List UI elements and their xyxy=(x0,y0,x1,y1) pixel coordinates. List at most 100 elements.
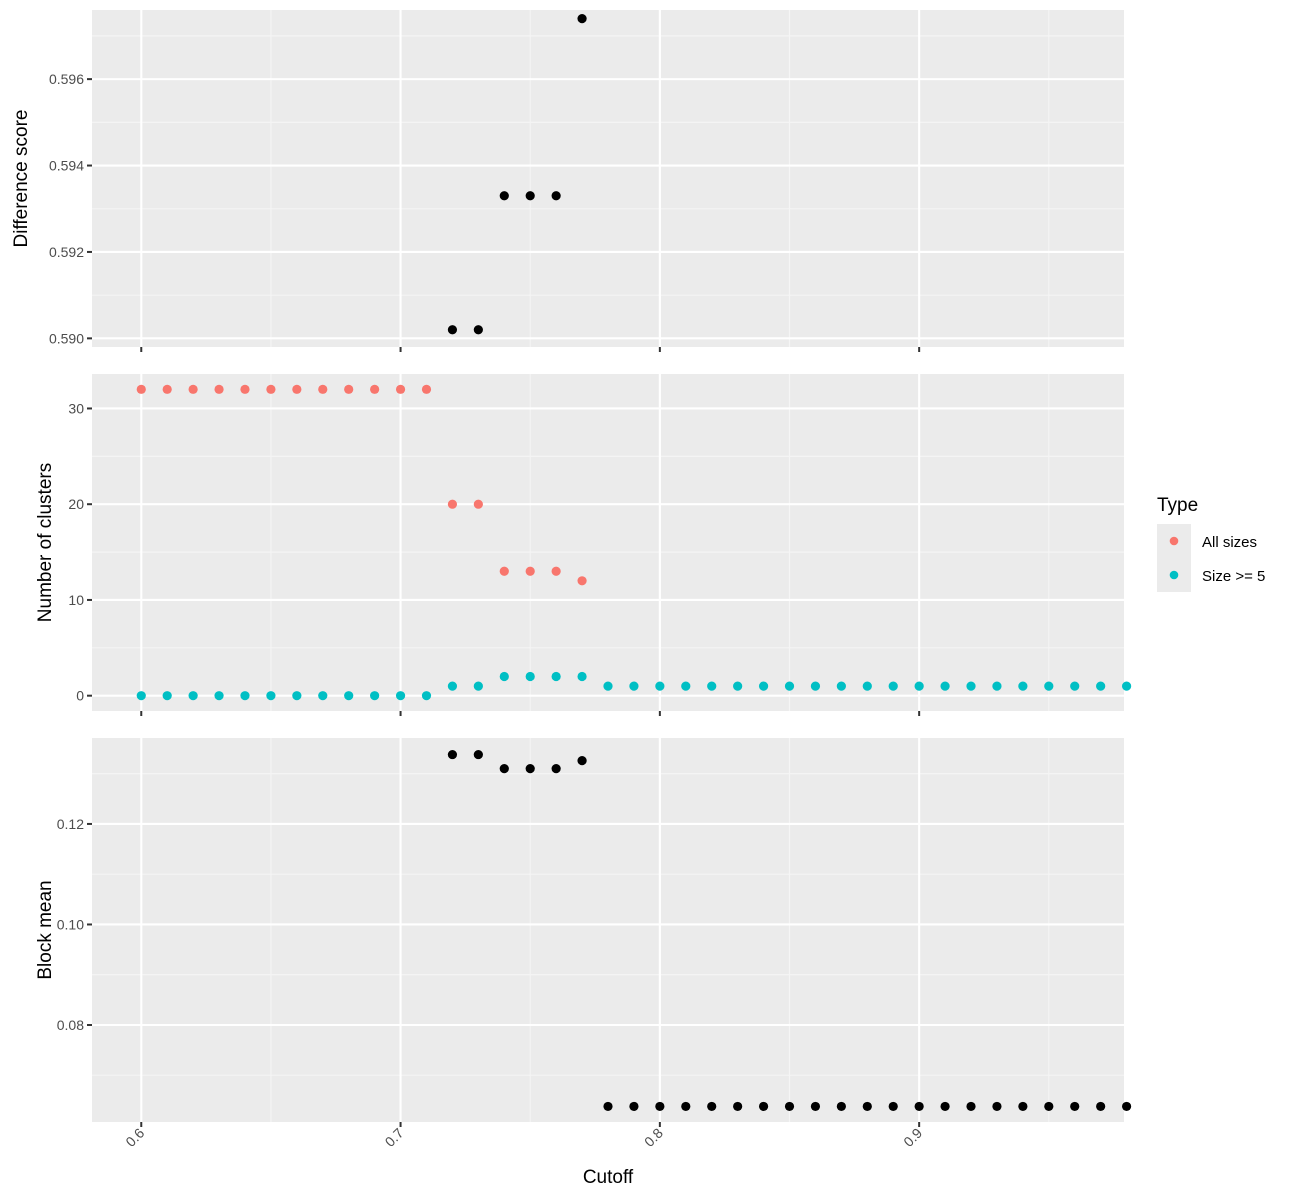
data-point xyxy=(499,764,509,774)
data-point xyxy=(473,325,483,335)
data-point xyxy=(551,191,561,201)
data-point xyxy=(1096,681,1106,691)
x-tick-label: 0.7 xyxy=(382,1125,407,1150)
data-point xyxy=(214,691,224,701)
data-point xyxy=(577,756,587,766)
data-point xyxy=(966,681,976,691)
data-point xyxy=(888,681,898,691)
data-point xyxy=(577,671,587,682)
data-point xyxy=(1096,1101,1106,1112)
data-point xyxy=(1121,1101,1132,1112)
data-point xyxy=(733,681,743,691)
panel-background xyxy=(92,10,1124,347)
data-point xyxy=(888,1101,898,1112)
data-point xyxy=(370,384,380,394)
data-point xyxy=(655,681,665,691)
data-point xyxy=(318,384,328,394)
data-point xyxy=(136,384,146,394)
data-point xyxy=(681,1101,691,1112)
data-point xyxy=(707,681,717,691)
legend-key-all-sizes xyxy=(1169,536,1179,546)
y-axis-title: Number of clusters xyxy=(35,463,56,622)
data-point xyxy=(188,384,198,394)
legend: Type All sizes Size >= 5 xyxy=(1157,495,1265,592)
data-point xyxy=(447,499,458,509)
legend-label-size-5: Size >= 5 xyxy=(1202,568,1265,585)
data-point xyxy=(344,384,354,394)
data-point xyxy=(551,764,561,774)
y-tick-label: 0.594 xyxy=(49,158,84,174)
x-axis-title: Cutoff xyxy=(583,1167,634,1188)
data-point xyxy=(810,681,821,691)
data-point xyxy=(473,681,483,691)
data-point xyxy=(629,1101,639,1112)
y-tick-label: 0.596 xyxy=(49,71,84,87)
data-point xyxy=(784,1101,795,1112)
data-point xyxy=(447,749,458,760)
data-point xyxy=(525,764,535,774)
y-tick-label: 30 xyxy=(68,400,84,416)
y-tick-label: 0.08 xyxy=(57,1017,84,1033)
data-point xyxy=(318,691,328,701)
data-point xyxy=(1018,1101,1028,1112)
data-point xyxy=(344,691,354,701)
data-point xyxy=(577,14,587,24)
y-tick-label: 0.12 xyxy=(57,816,84,832)
data-point xyxy=(733,1101,743,1112)
data-point xyxy=(862,1101,872,1112)
data-point xyxy=(707,1101,717,1112)
data-point xyxy=(162,384,172,394)
data-point xyxy=(136,691,146,701)
y-tick-label: 0.590 xyxy=(49,330,84,346)
y-axis-title: Difference score xyxy=(11,110,32,248)
data-point xyxy=(1070,1101,1080,1112)
legend-key-size-5 xyxy=(1169,570,1179,580)
data-point xyxy=(992,1101,1002,1112)
data-point xyxy=(966,1101,976,1112)
data-point xyxy=(162,691,172,701)
x-tick-label: 0.6 xyxy=(122,1125,147,1150)
data-point xyxy=(1070,681,1080,691)
y-tick-label: 0.10 xyxy=(57,916,84,932)
panels: 0.590 0.592 0.594 0.596 Difference score 0 10 2… xyxy=(11,10,1132,1188)
data-point xyxy=(1044,681,1054,691)
data-point xyxy=(655,1101,665,1112)
data-point xyxy=(421,384,432,394)
data-point xyxy=(603,1101,613,1112)
data-point xyxy=(577,576,587,586)
data-point xyxy=(1018,681,1028,691)
data-point xyxy=(862,681,872,691)
data-point xyxy=(525,671,535,682)
data-point xyxy=(266,691,276,701)
data-point xyxy=(447,681,458,691)
data-point xyxy=(629,681,639,691)
data-point xyxy=(914,1101,924,1112)
data-point xyxy=(266,384,276,394)
data-point xyxy=(525,566,535,576)
data-point xyxy=(499,566,509,576)
data-point xyxy=(758,1101,769,1112)
legend-label-all-sizes: All sizes xyxy=(1202,534,1257,551)
data-point xyxy=(940,1101,950,1112)
y-axis-title: Block mean xyxy=(35,880,56,979)
panel-3: 0.6 0.7 0.8 0.9 0.08 0.10 0.12 Block mean Cutoff xyxy=(35,738,1132,1188)
data-point xyxy=(992,681,1002,691)
y-tick-label: 20 xyxy=(68,496,84,512)
data-point xyxy=(758,681,769,691)
data-point xyxy=(810,1101,821,1112)
data-point xyxy=(499,191,509,201)
data-point xyxy=(240,691,250,701)
data-point xyxy=(940,681,950,691)
panel-background xyxy=(92,374,1124,711)
data-point xyxy=(1044,1101,1054,1112)
legend-title: Type xyxy=(1157,495,1198,516)
data-point xyxy=(473,499,483,509)
data-point xyxy=(681,681,691,691)
data-point xyxy=(551,566,561,576)
data-point xyxy=(603,681,613,691)
y-tick-label: 0 xyxy=(76,688,84,704)
data-point xyxy=(836,681,846,691)
data-point xyxy=(836,1101,846,1112)
data-point xyxy=(447,325,458,335)
